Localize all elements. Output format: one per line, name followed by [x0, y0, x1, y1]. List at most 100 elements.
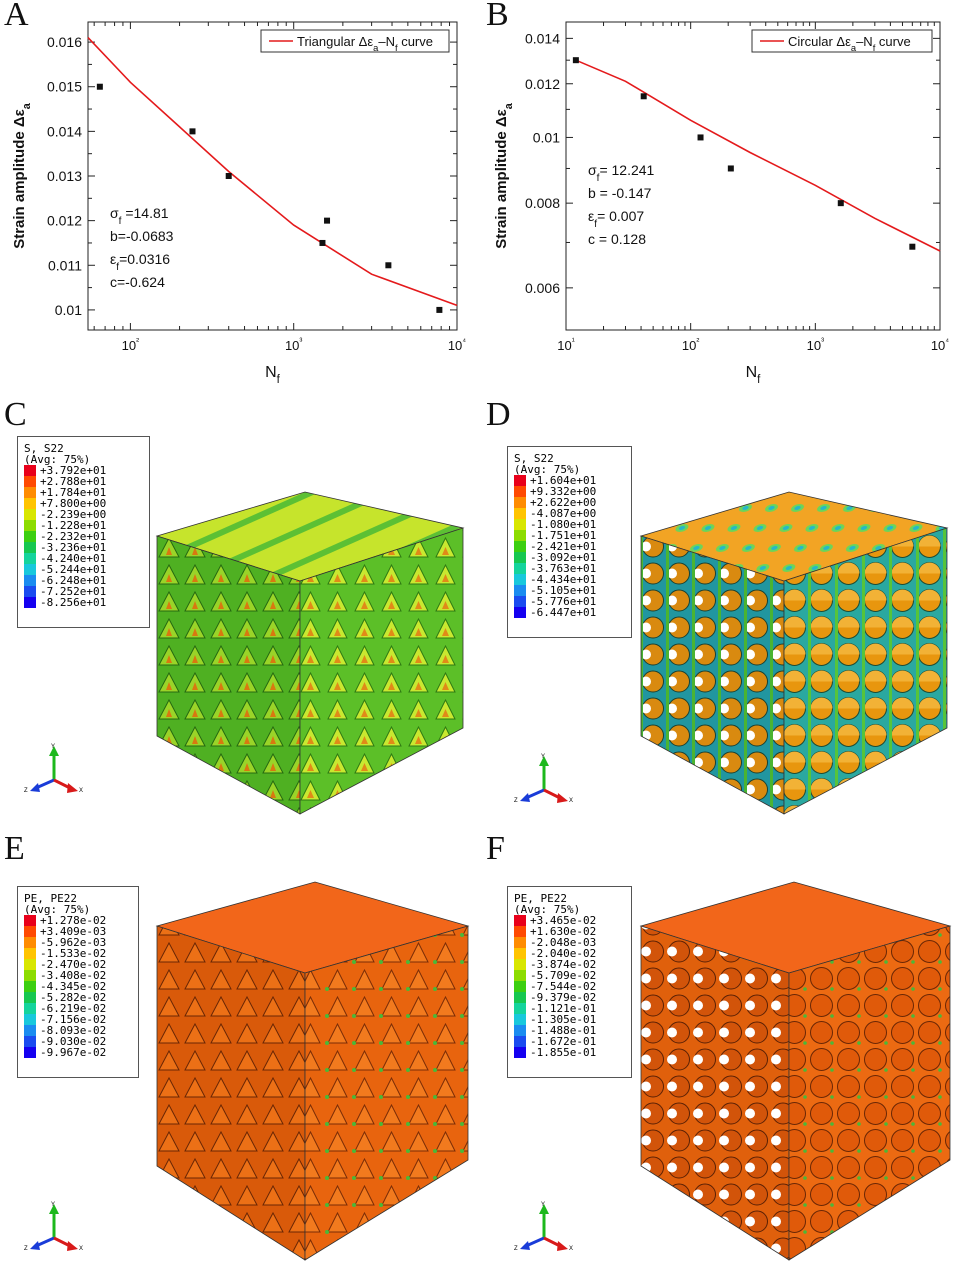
- color-swatch: [24, 542, 36, 553]
- legend-row: -6.447e+01: [514, 607, 625, 618]
- color-swatch: [514, 552, 526, 563]
- legend-value: -4.240e+01: [40, 552, 107, 565]
- color-swatch: [24, 1014, 36, 1025]
- legend-value: -3.874e-02: [530, 958, 597, 971]
- triad-label-z: Z: [514, 798, 518, 804]
- legend-value: -2.232e+01: [40, 530, 107, 543]
- y-tick-label: 0.006: [525, 280, 560, 296]
- chart-b: 10¹ 10² 10³ 10⁴ 0.006 0.008 0.01 0.012 0.014 Circ…: [493, 21, 949, 386]
- legend-row: -2.421e+01: [514, 541, 625, 552]
- legend-value: -5.776e+01: [530, 595, 597, 608]
- legend-row: +3.465e-02: [514, 915, 625, 926]
- legend-value: +3.792e+01: [40, 464, 107, 477]
- triad-label-x: X: [79, 1246, 83, 1252]
- legend-row: -5.962e-03: [24, 937, 132, 948]
- legend-row: -1.488e-01: [514, 1025, 625, 1036]
- color-swatch: [24, 553, 36, 564]
- data-point: [385, 262, 392, 269]
- color-swatch: [24, 597, 36, 608]
- color-swatch: [24, 520, 36, 531]
- color-swatch: [514, 1003, 526, 1014]
- color-swatch: [24, 1036, 36, 1047]
- legend-row: +3.409e-03: [24, 926, 132, 937]
- triad-label-y: Y: [51, 1202, 55, 1208]
- legend-value: +3.409e-03: [40, 925, 107, 938]
- plot-frame: [565, 21, 941, 331]
- x-tick-label: 10²: [122, 336, 139, 353]
- legend-value: -2.048e-03: [530, 936, 597, 949]
- legend-row: -1.080e+01: [514, 519, 625, 530]
- color-swatch: [24, 992, 36, 1003]
- legend-row: -3.874e-02: [514, 959, 625, 970]
- panel-label-f: F: [486, 830, 505, 867]
- legend-value: -5.962e-03: [40, 936, 107, 949]
- legend-row: -2.239e+00: [24, 509, 143, 520]
- color-swatch: [514, 508, 526, 519]
- color-swatch: [514, 1025, 526, 1036]
- color-swatch: [514, 1014, 526, 1025]
- color-swatch: [24, 959, 36, 970]
- legend-value: -3.236e+01: [40, 541, 107, 554]
- legend-row: -5.709e-02: [514, 970, 625, 981]
- x-tick-label: 10³: [807, 336, 824, 353]
- fit-parameter: σf= 12.241: [588, 162, 655, 184]
- legend-value: -8.093e-02: [40, 1024, 107, 1037]
- color-swatch: [514, 486, 526, 497]
- legend-row: -2.048e-03: [514, 937, 625, 948]
- legend-row: -3.763e+01: [514, 563, 625, 574]
- legend-value: -9.030e-02: [40, 1035, 107, 1048]
- fit-parameter: b=-0.0683: [110, 228, 174, 244]
- x-tick-label: 10³: [285, 336, 302, 353]
- legend-row: -7.544e-02: [514, 981, 625, 992]
- axis-triad-icon: Y Z X: [514, 1202, 573, 1252]
- legend-value: -4.345e-02: [40, 980, 107, 993]
- lattice-cube-f: [639, 881, 952, 1261]
- cube-left-face: [640, 535, 785, 815]
- legend-value: -1.488e-01: [530, 1024, 597, 1037]
- legend-row: -9.379e-02: [514, 992, 625, 1003]
- chart-legend-box: [260, 29, 450, 53]
- fit-parameter: c=-0.624: [110, 274, 165, 290]
- y-axis-label: Strain amplitude Δεa: [493, 102, 515, 249]
- y-tick-label: 0.015: [47, 79, 82, 95]
- color-swatch: [514, 585, 526, 596]
- cube-left-face: [156, 535, 301, 815]
- axis-triad-icon: Y Z X: [24, 1202, 83, 1252]
- data-point: [225, 173, 232, 179]
- legend-value: -3.092e+01: [530, 551, 597, 564]
- color-swatch: [24, 575, 36, 586]
- y-tick-label: 0.011: [48, 257, 82, 273]
- legend-value: +2.622e+00: [530, 496, 597, 509]
- legend-value: -1.751e+01: [530, 529, 597, 542]
- axis-triad-icon: Y Z X: [514, 754, 573, 804]
- cube-right-face: [299, 527, 464, 815]
- fit-parameter: εf= 0.007: [588, 208, 644, 230]
- color-swatch: [514, 1036, 526, 1047]
- legend-row: -4.434e+01: [514, 574, 625, 585]
- x-axis-label: Nf: [746, 364, 762, 386]
- legend-row: -4.345e-02: [24, 981, 132, 992]
- color-swatch: [514, 992, 526, 1003]
- contour-legend-c: S, S22 (Avg: 75%) +3.792e+01 +2.788e+01 +1…: [17, 436, 150, 628]
- chart-a: 10² 10³ 10⁴ 0.01 0.011 0.012 0.013 0.014 0.015 0.…: [11, 21, 466, 386]
- legend-value: -8.256e+01: [40, 596, 107, 609]
- legend-row: -1.305e-01: [514, 1014, 625, 1025]
- legend-row: +1.278e-02: [24, 915, 132, 926]
- color-swatch: [24, 926, 36, 937]
- legend-value: +1.278e-02: [40, 914, 107, 927]
- legend-row: -2.232e+01: [24, 531, 143, 542]
- lattice-cube-e: [155, 881, 470, 1261]
- legend-value: -5.105e+01: [530, 584, 597, 597]
- y-tick-label: 0.012: [525, 76, 560, 92]
- legend-title: S, S22: [24, 442, 64, 455]
- legend-row: -5.776e+01: [514, 596, 625, 607]
- color-swatch: [514, 1047, 526, 1058]
- panel-label-a: A: [4, 0, 29, 33]
- y-axis-label: Strain amplitude Δεa: [11, 102, 33, 249]
- legend-value: -6.447e+01: [530, 606, 597, 619]
- legend-value: -4.087e+00: [530, 507, 597, 520]
- color-swatch: [24, 915, 36, 926]
- legend-row: -8.093e-02: [24, 1025, 132, 1036]
- legend-value: -4.434e+01: [530, 573, 597, 586]
- panel-e: E PE, PE22 (Avg: 75%) +1.278e-02 +3.409e-…: [0, 830, 484, 1271]
